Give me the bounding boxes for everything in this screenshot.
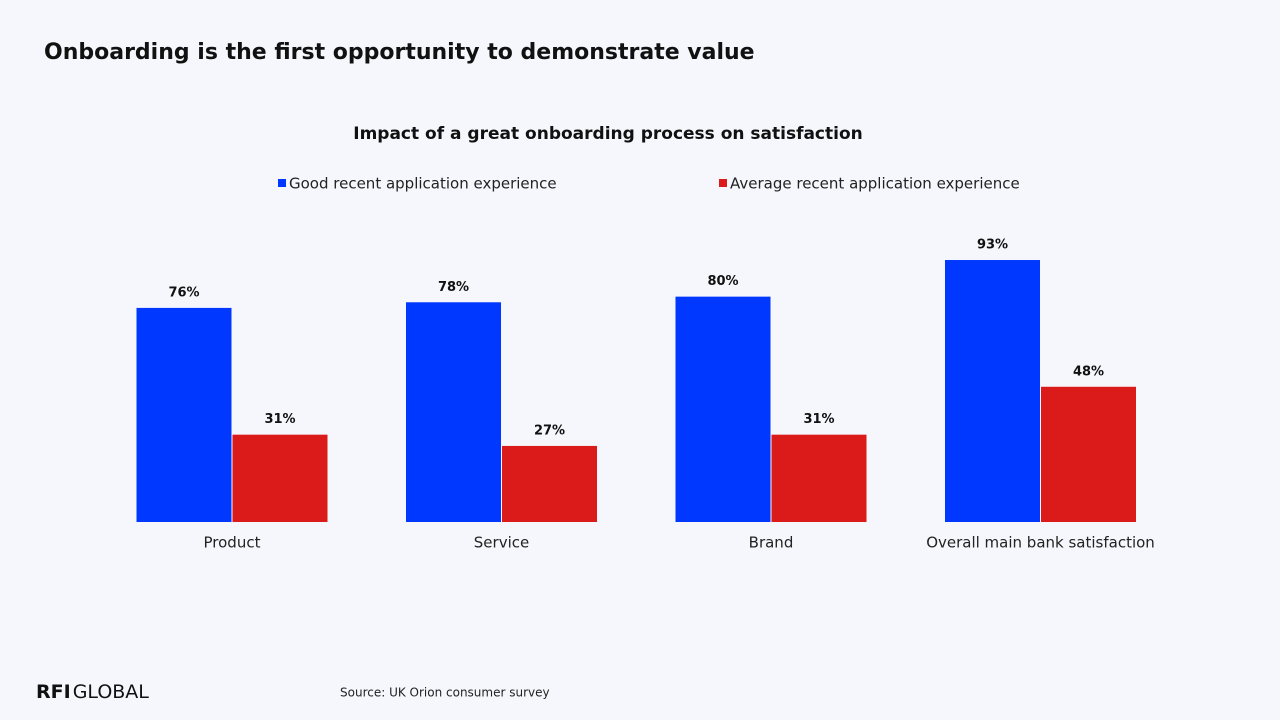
bar bbox=[771, 434, 867, 522]
category-label: Service bbox=[474, 534, 529, 552]
chart-title: Impact of a great onboarding process on … bbox=[353, 124, 863, 144]
value-label: 76% bbox=[168, 285, 199, 300]
bar bbox=[406, 302, 501, 522]
category-label: Brand bbox=[749, 534, 794, 552]
bar bbox=[136, 307, 232, 522]
bar bbox=[502, 445, 597, 522]
value-label: 48% bbox=[1073, 364, 1104, 379]
legend-label: Good recent application experience bbox=[289, 175, 557, 193]
value-label: 31% bbox=[264, 412, 295, 427]
value-label: 27% bbox=[534, 423, 565, 438]
logo-bold: RFI bbox=[36, 681, 71, 703]
bar bbox=[1041, 386, 1136, 522]
category-label: Product bbox=[204, 534, 261, 552]
legend-swatch bbox=[719, 179, 727, 187]
logo-light: GLOBAL bbox=[73, 681, 150, 703]
slide-title: Onboarding is the first opportunity to d… bbox=[44, 40, 755, 65]
category-label: Overall main bank satisfaction bbox=[926, 534, 1155, 552]
bar bbox=[232, 434, 328, 522]
value-label: 80% bbox=[707, 274, 738, 289]
bar bbox=[675, 296, 771, 522]
logo: RFI GLOBAL bbox=[36, 681, 149, 703]
source: Source: UK Orion consumer survey bbox=[340, 686, 550, 700]
value-label: 78% bbox=[438, 280, 469, 295]
legend-label: Average recent application experience bbox=[730, 175, 1020, 193]
legend-swatch bbox=[278, 179, 286, 187]
bar bbox=[945, 260, 1040, 522]
value-label: 31% bbox=[803, 412, 834, 427]
value-label: 93% bbox=[977, 238, 1008, 253]
